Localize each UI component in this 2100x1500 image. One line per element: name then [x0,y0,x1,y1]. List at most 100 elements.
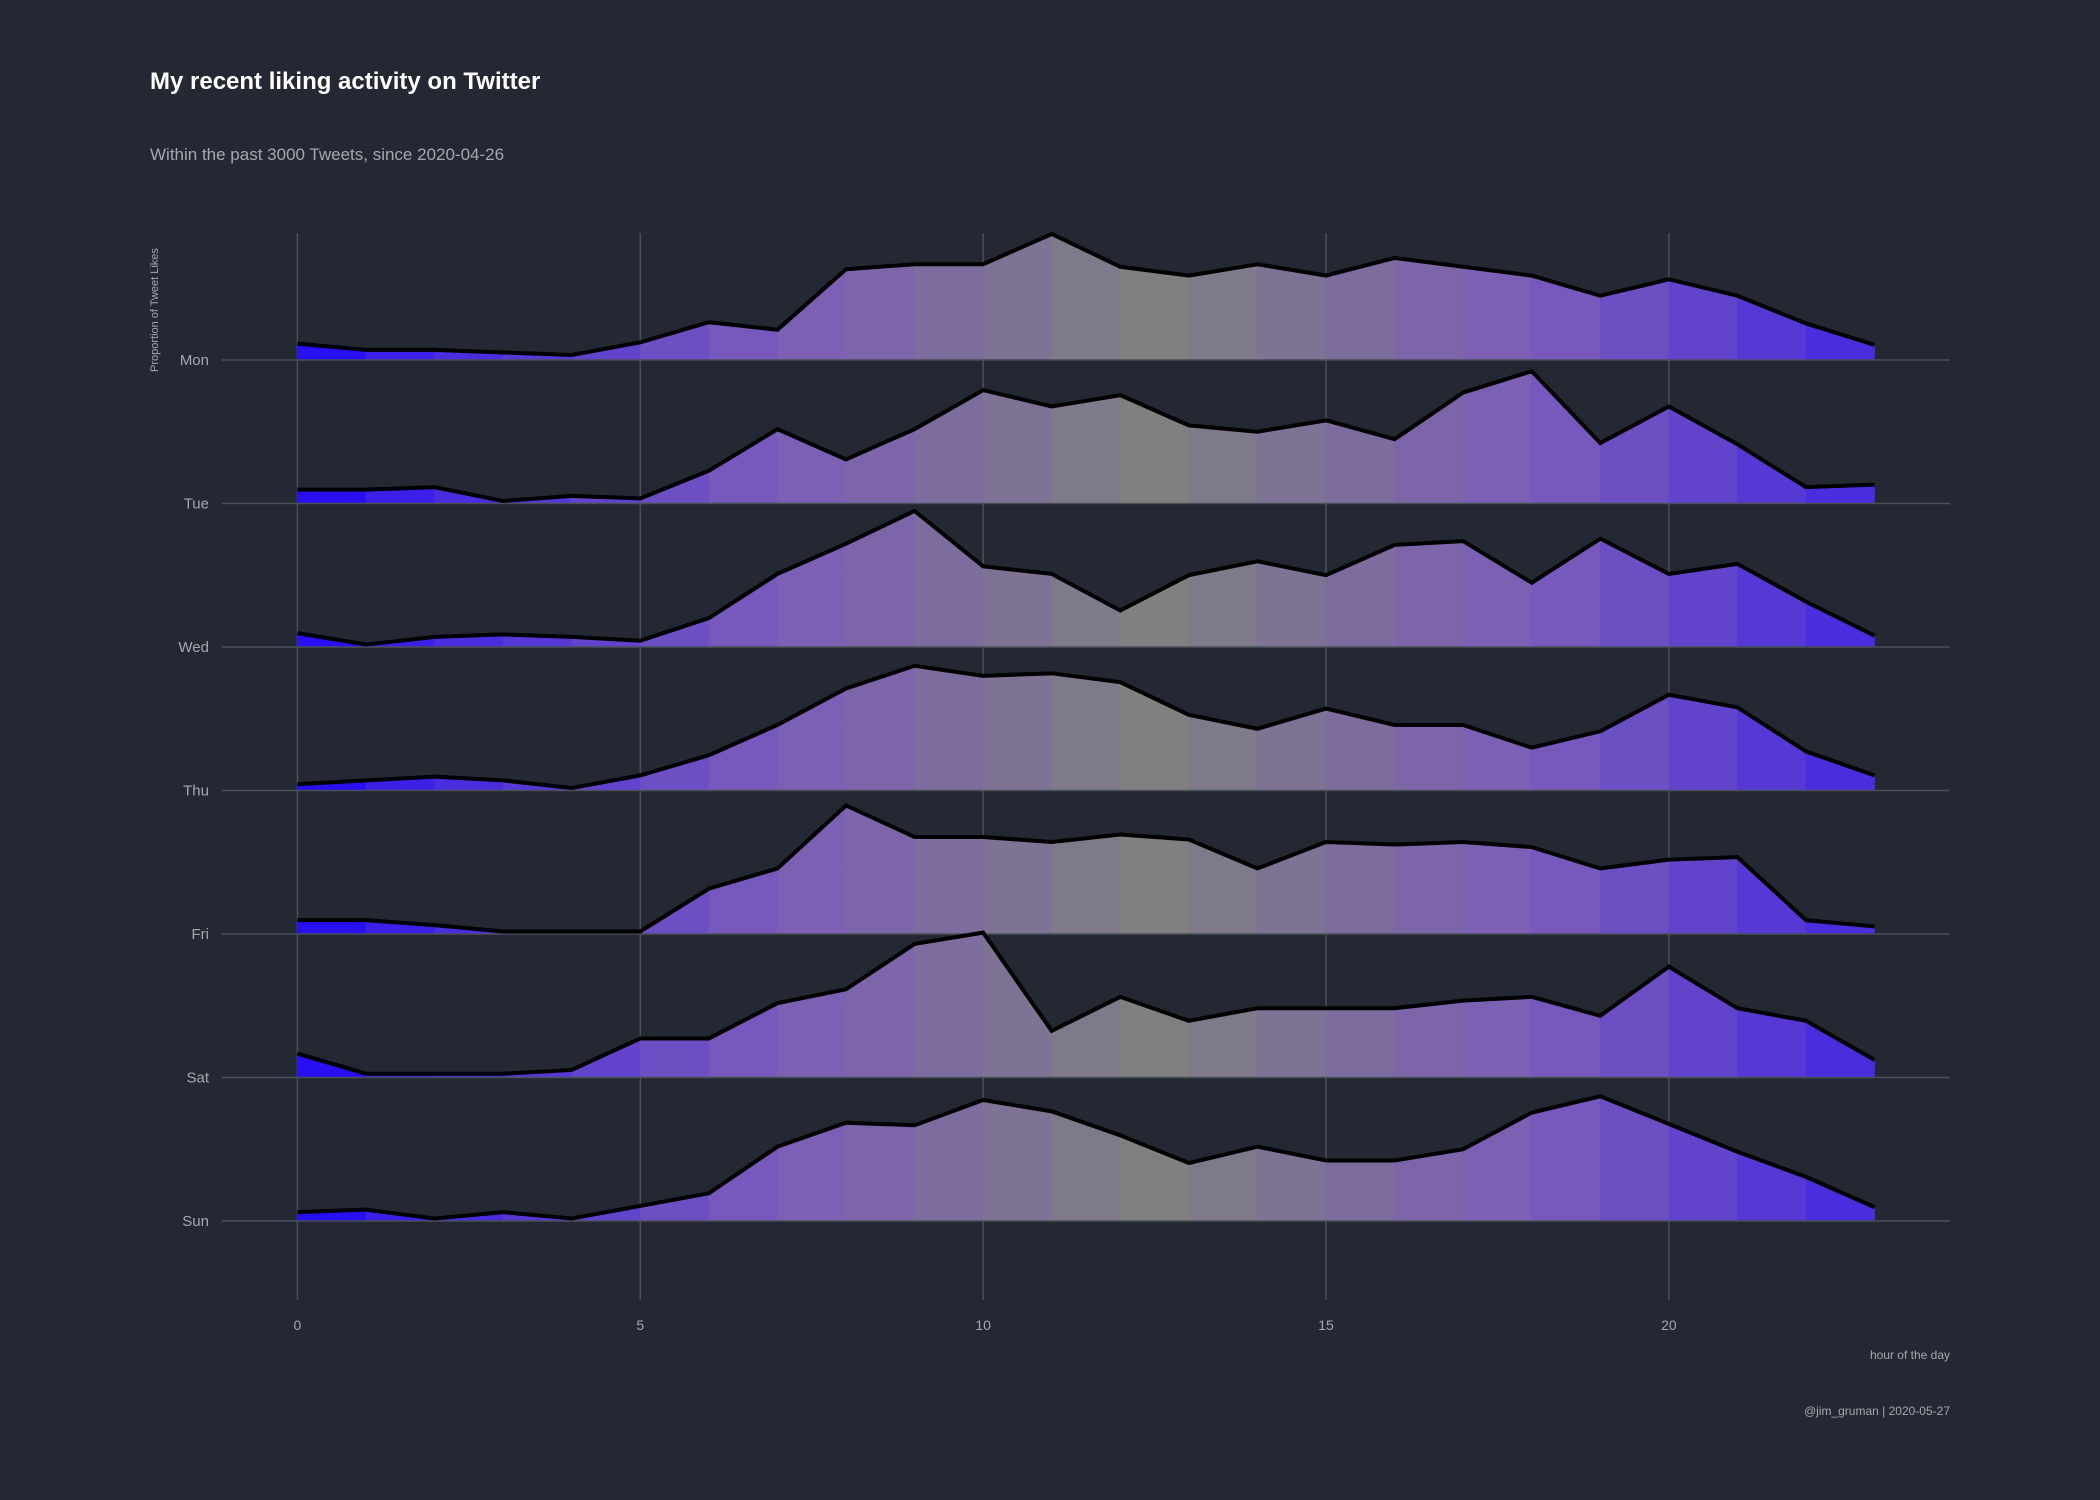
area-band [1051,233,1121,361]
area-band [1119,834,1190,935]
area-band [1051,834,1121,935]
area-band [1188,425,1258,504]
area-band [1737,443,1807,504]
area-band [1257,708,1327,791]
area-band [845,428,915,504]
area-band [1737,706,1807,791]
area-band [1462,841,1533,935]
ridge-line [297,231,1876,357]
area-band [1531,996,1601,1078]
ridge-line [297,663,1876,791]
chart-subtitle: Within the past 3000 Tweets, since 2020-… [150,145,505,164]
area-band [914,1099,984,1222]
ridge-line [297,803,1875,934]
area-band [1531,538,1601,648]
area-band [708,1146,778,1222]
area-band [1531,275,1601,361]
area-band [297,489,367,504]
area-band [1325,1160,1395,1222]
area-band [1599,405,1670,504]
area-band [777,687,847,791]
area-band [845,805,915,935]
area-band [1462,540,1533,648]
area-band [1051,394,1121,504]
area-band [845,943,915,1078]
area-band [1668,694,1738,791]
area-band [777,1122,847,1222]
area-band [1599,1095,1670,1222]
area-band [1325,419,1395,504]
area-band [1394,1000,1464,1078]
area-band [777,268,847,361]
area-band [982,931,1053,1078]
ridge-mon: Mon [180,231,1950,369]
ridge-line [296,930,1876,1076]
area-band [982,566,1053,648]
area-band [982,233,1053,361]
ridge-line [297,508,1876,647]
area-band [1394,841,1464,935]
area-band [1257,1007,1327,1078]
area-band [982,389,1053,504]
area-band [1394,392,1464,504]
x-tick-label: 20 [1661,1317,1677,1333]
area-band [914,263,984,361]
caption: @jim_gruman | 2020-05-27 [1803,1404,1950,1418]
area-band [1599,966,1670,1078]
area-band [1737,563,1807,648]
area-band [914,665,984,791]
y-tick-label: Sun [182,1213,209,1230]
area-band [1599,859,1670,935]
area-band [1805,1020,1875,1078]
ridge-wed: Wed [178,508,1950,656]
area-band [982,836,1053,935]
area-band [1188,1146,1258,1222]
area-band [1325,1007,1395,1078]
ridge-thu: Thu [183,663,1950,800]
area-band [1394,724,1464,791]
area-band [1051,573,1121,648]
ridge-fri: Fri [192,803,1950,943]
area-band [708,1002,778,1078]
area-band [914,836,984,935]
x-tick-label: 0 [294,1317,302,1333]
ridge-sat: Sat [186,930,1950,1087]
area-band [1462,996,1533,1078]
area-band [1394,257,1464,361]
axes: 0 5 10 15 20 [294,1317,1677,1333]
y-tick-label: Fri [192,926,210,943]
area-band [1462,266,1533,361]
ridges: Mon Tue Wed Thu Fri Sat Sun [178,231,1950,1230]
x-tick-label: 10 [975,1317,991,1333]
y-axis-label: Proportion of Tweet Likes [149,248,161,372]
area-band [639,1192,710,1222]
area-band [1051,672,1121,791]
area-band [982,1099,1053,1222]
area-band [982,673,1053,791]
chart-title: My recent liking activity on Twitter [150,68,541,95]
x-tick-label: 15 [1318,1317,1334,1333]
ridge-line [297,1094,1876,1221]
area-band [845,510,915,648]
area-band [1668,966,1738,1078]
area-band [708,724,778,791]
y-tick-label: Sat [186,1070,209,1087]
area-band [1668,405,1738,504]
y-tick-label: Mon [180,352,209,369]
area-band [1599,694,1670,791]
area-band [1051,1110,1121,1222]
y-tick-label: Wed [178,639,209,656]
area-band [1257,419,1327,504]
y-tick-label: Tue [184,496,209,513]
area-band [845,1122,915,1222]
area-band [777,804,847,935]
area-band [845,263,915,361]
area-band [1394,540,1464,648]
area-band [777,428,847,504]
area-band [1531,846,1601,935]
x-axis-label: hour of the day [1870,1348,1950,1362]
area-band [1668,856,1738,935]
area-band [914,932,984,1078]
area-band [1119,574,1190,648]
